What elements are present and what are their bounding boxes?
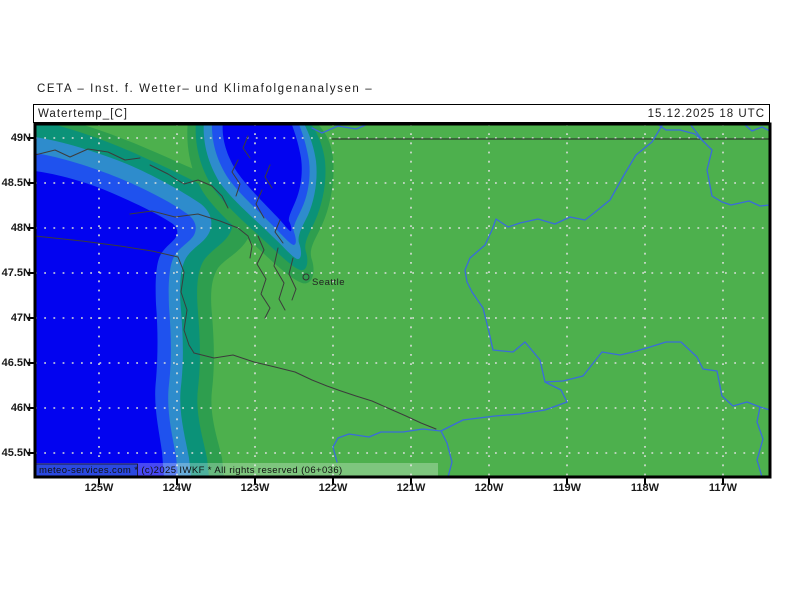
- header-bar: Watertemp_[C] 15.12.2025 18 UTC: [33, 104, 770, 123]
- washington-coastline: [177, 256, 195, 354]
- columbia-border-crossing: [689, 124, 704, 142]
- puget-sound-inlets: [256, 235, 297, 319]
- columbia-river-lower: [332, 401, 568, 463]
- juan-de-fuca-shoreline: [129, 210, 253, 259]
- map-frame: [33, 122, 772, 479]
- snake-river: [544, 341, 770, 411]
- lat-label-48n: 48N: [10, 222, 31, 234]
- coastline-border-lines: [35, 135, 770, 430]
- lat-label-45-5n: 45.5N: [1, 447, 31, 459]
- lon-label-123w: 123W: [240, 482, 270, 494]
- georgia-strait-cold-pool: [187, 124, 334, 284]
- lon-label-121w: 121W: [396, 482, 426, 494]
- grande-ronde-river: [756, 406, 764, 477]
- lat-label-48-5n: 48.5N: [1, 177, 31, 189]
- fraser-river: [311, 124, 369, 134]
- lon-label-119w: 119W: [552, 482, 582, 494]
- longitude-ticks: [98, 477, 724, 485]
- pacific-temperature-bands: [35, 124, 252, 477]
- city-label-seattle: Seattle: [312, 277, 346, 288]
- product-label: Watertemp_[C]: [38, 107, 128, 120]
- kootenay-river: [743, 124, 770, 132]
- page-title: CETA – Inst. f. Wetter– und Klimafolgena…: [37, 83, 374, 95]
- lat-label-47n: 47N: [10, 312, 31, 324]
- graticule-grid: [35, 124, 770, 477]
- gulf-islands: [231, 135, 284, 244]
- lon-label-118w: 118W: [630, 482, 660, 494]
- lat-label-49n: 49N: [10, 132, 31, 144]
- lat-label-46-5n: 46.5N: [1, 357, 31, 369]
- lon-label-120w: 120W: [474, 482, 504, 494]
- seattle-marker: [302, 273, 310, 281]
- lat-label-47-5n: 47.5N: [1, 267, 31, 279]
- datetime-label: 15.12.2025 18 UTC: [647, 107, 765, 120]
- river-lines: [311, 124, 770, 477]
- lon-label-124w: 124W: [162, 482, 192, 494]
- lat-label-46n: 46N: [10, 402, 31, 414]
- lon-label-117w: 117W: [708, 482, 738, 494]
- river-south-branch: [440, 430, 453, 477]
- olympic-north-coast: [149, 164, 229, 209]
- lon-label-122w: 122W: [318, 482, 348, 494]
- vancouver-island-coast: [35, 148, 141, 161]
- lower-columbia-shoreline: [193, 352, 437, 430]
- columbia-river-upper: [464, 124, 664, 403]
- pend-oreille-river: [656, 124, 770, 207]
- maritime-boundary-line: [35, 235, 179, 258]
- lon-label-125w: 125W: [84, 482, 114, 494]
- latitude-ticks: [27, 137, 35, 454]
- attribution-text[interactable]: meteo-services.com * (c)2025 IWKF * All …: [39, 464, 343, 476]
